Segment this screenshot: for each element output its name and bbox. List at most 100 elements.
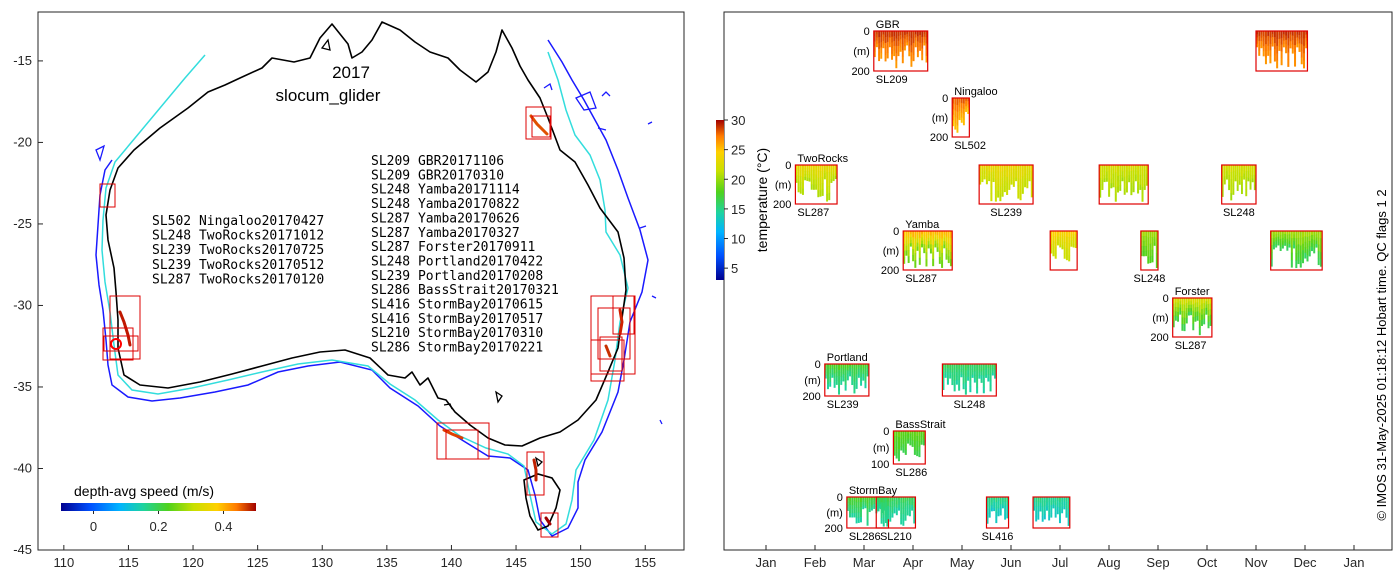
temperature-cell [1251,165,1254,169]
temperature-cell [833,378,836,384]
temperature-cell [1247,171,1250,175]
temperature-cell [1065,497,1068,502]
temperature-cell [945,242,948,249]
temperature-cell [923,33,926,37]
temperature-cell [1201,309,1203,315]
temperature-cell [960,369,963,373]
temperature-cell [906,500,909,505]
temperature-cell [1302,38,1305,47]
deployment-box [824,363,870,397]
temperature-cell [878,54,881,62]
temperature-cell [1110,174,1113,180]
temperature-cell [929,235,932,241]
temperature-cell [1198,312,1201,321]
temperature-cell [1141,179,1144,188]
temperature-cell [909,433,912,437]
temperature-cell [1207,321,1210,329]
temperature-cell [832,171,835,175]
temperature-cell [1140,235,1143,242]
temperature-cell [967,377,970,381]
temperature-cell [1103,165,1106,169]
temp-cb-tick-label: 20 [731,172,745,187]
temperature-cell [884,49,887,56]
temperature-cell [923,248,926,254]
deployment-panel: SL248 [1221,164,1257,219]
temperature-cell [912,42,915,50]
temperature-cell [884,37,887,44]
temperature-cell [997,177,1000,185]
temperature-cell [882,31,885,35]
temperature-cell [973,371,976,376]
temperature-cell [1070,243,1073,247]
speed-cb-tick-label: 0 [90,519,97,534]
map-x-tick-label: 150 [570,555,592,570]
temperature-cell [902,435,905,440]
temperature-cell [906,511,909,516]
temperature-cell [1207,315,1210,323]
temperature-cell [866,366,869,370]
temperature-cell [932,251,935,260]
row-region-label: Portland [827,352,868,364]
temperature-cell [1306,243,1309,250]
temperature-cell [901,37,904,45]
temperature-cell [912,231,915,238]
temperature-cell [1004,514,1007,520]
temperature-cell [1134,177,1137,182]
temperature-cell [1296,43,1299,48]
temperature-cell [799,187,802,194]
temperature-cell [1305,44,1308,49]
temperature-cell [806,177,809,182]
temperature-cell [1067,502,1070,509]
temperature-cell [1019,178,1022,187]
temperature-cell [1070,237,1073,241]
temperature-cell [902,502,905,509]
temperature-cell [1290,245,1293,254]
temperature-cell [993,508,996,512]
temperature-cell [1059,231,1062,235]
deployment-panel [1172,297,1213,338]
temperature-cell [1313,248,1316,254]
temperature-cell [833,382,836,388]
temperature-cell [1065,505,1068,510]
temperature-cell [919,31,922,36]
temperature-cell [1276,45,1279,54]
temperature-cell [1203,308,1206,314]
temperature-cell [1017,165,1020,172]
temperature-cell [927,237,930,242]
east-deployment-entry: SL286 StormBay20170221 [371,341,543,356]
temperature-cell [1019,192,1022,201]
temperature-cell [860,497,862,503]
temperature-cell [857,502,860,508]
temperature-cell [1272,245,1275,250]
temperature-cell [1264,31,1267,38]
temperature-cell [1112,173,1115,179]
temperature-cell [969,369,972,376]
temperature-cell [960,98,963,104]
temperature-cell [976,369,979,376]
temperature-cell [851,380,854,386]
temperature-cell [999,172,1002,180]
temperature-cell [1145,173,1148,178]
temperature-cell [1056,510,1059,515]
temperature-cell [951,380,954,386]
temperature-cell [990,165,993,173]
temperature-cell [929,248,932,254]
temperature-cell [1021,187,1024,194]
temperature-cell [1108,177,1111,185]
temperature-cell [878,48,881,56]
temperature-cell [1225,176,1228,180]
temperature-cell [882,34,885,39]
temperature-cell [910,31,913,39]
temperature-cell [851,368,854,373]
isobath-blue [95,39,649,537]
temperature-cell [851,376,854,381]
temperature-cell [938,244,941,251]
temperature-cell [1284,239,1287,243]
west-deployment-entry: SL239 TwoRocks20170725 [152,243,324,258]
temperature-cell [921,54,924,61]
temperature-cell [986,512,989,519]
temperature-cell [888,31,891,35]
temperature-cell [1230,172,1233,180]
temperature-cell [949,231,952,239]
temperature-cell [1030,177,1033,185]
